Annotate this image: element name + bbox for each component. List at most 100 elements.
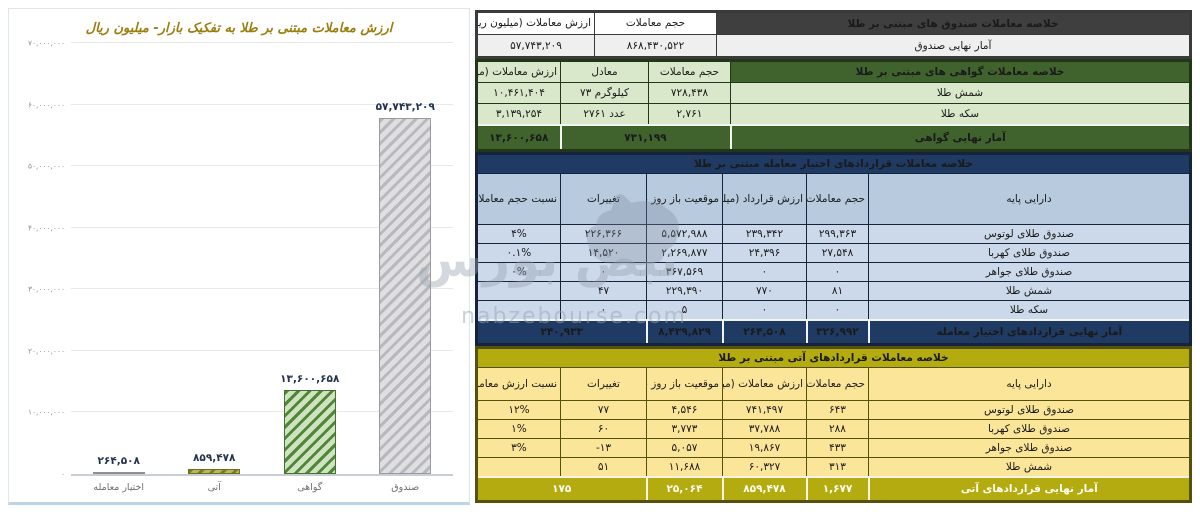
chart-plot: ۰ ۱۰,۰۰۰,۰۰۰ ۲۰,۰۰۰,۰۰۰ ۳۰,۰۰۰,۰۰۰ ۴۰,۰۰۰,۰۰… [28, 39, 453, 479]
cell-value: ۳۷,۷۸۸ [722, 419, 807, 439]
cell-ratio: ۱۲% [475, 400, 562, 420]
table-footer-row: آمار نهایی قراردادهای آتی ۱,۶۷۷ ۸۵۹,۴۷۸ … [475, 476, 1192, 503]
row-label: صندوق طلای کهربا [868, 419, 1191, 439]
table-row: صندوق طلای جواهر ۰ ۰ ۳۶۷,۵۶۹ ۰ ۰% [475, 262, 1191, 282]
row-label: صندوق طلای جواهر [868, 438, 1191, 458]
cell-value: ۰ [722, 300, 807, 321]
gridline [71, 42, 453, 43]
cell-value: ۱۰,۴۶۱,۴۰۴ [476, 82, 561, 104]
col-volume: حجم معاملات [648, 60, 731, 83]
x-axis-category-label: آتی [207, 482, 221, 493]
cell-change: ۰ [560, 300, 647, 321]
funds-table-title: خلاصه معاملات صندوق های مبتنی بر طلا [716, 11, 1191, 35]
cell-open: ۴,۵۴۶ [646, 400, 723, 420]
cell-change: ۵۱ [560, 457, 647, 478]
cell-value: ۱۹,۸۶۷ [722, 438, 807, 458]
cell-change: ۰ [560, 262, 647, 282]
gridline [71, 288, 453, 290]
options-table-title: خلاصه معاملات قراردادهای اختیار معامله م… [475, 153, 1192, 174]
cell-change: ۲۲۶,۳۶۶ [560, 224, 647, 244]
certificates-table-title: خلاصه معاملات گواهی های مبتنی بر طلا [730, 60, 1191, 83]
col-value: ارزش معاملات (میلیون ریال) [476, 60, 561, 83]
bar-slot: ۵۷,۷۴۳,۲۰۹ [358, 43, 454, 474]
y-axis-tick-label: ۴۰,۰۰۰,۰۰۰ [28, 223, 65, 233]
cell-equiv: ۷۳ کیلوگرم [560, 82, 649, 104]
table-row: شمش طلا ۸۱ ۷۷۰ ۲۲۹,۳۹۰ ۴۷ [475, 281, 1191, 301]
cell-open: ۵,۵۷۲,۹۸۸ [646, 224, 723, 244]
table-header-row: خلاصه معاملات گواهی های مبتنی بر طلا حجم… [476, 60, 1191, 83]
footer-volume-equiv: ۷۳۱,۱۹۹ [559, 124, 732, 152]
cell-open: ۳,۷۷۳ [646, 419, 723, 439]
x-axis-category-label: صندوق [391, 482, 420, 493]
footer-change: ۱۷۵ [475, 476, 648, 503]
y-axis-tick-label: ۶۰,۰۰۰,۰۰۰ [28, 100, 65, 110]
cell-volume: ۲۷,۵۴۸ [806, 243, 869, 263]
row-label: سکه طلا [868, 300, 1191, 321]
col-change: تغییرات [560, 173, 647, 225]
cell-change: ۴۷ [560, 281, 647, 301]
table-row: آمار نهایی صندوق ۸۶۸,۴۳۰,۵۲۲ ۵۷,۷۴۳,۲۰۹ [476, 34, 1191, 58]
cell-volume: ۲۹۹,۳۶۳ [806, 224, 869, 244]
row-label: آمار نهایی صندوق [716, 34, 1191, 58]
table-row: صندوق طلای جواهر ۴۳۳ ۱۹,۸۶۷ ۵,۰۵۷ -۱۳ ۳% [475, 438, 1191, 458]
footer-value: ۲۶۴,۵۰۸ [721, 319, 808, 346]
table-colhead-row: دارایی پایه حجم معاملات ارزش قرارداد (می… [475, 173, 1191, 225]
table-header-row: خلاصه معاملات صندوق های مبتنی بر طلا حجم… [476, 11, 1191, 35]
table-title-row: خلاصه معاملات قراردادهای آتی مبتنی بر طل… [475, 347, 1192, 368]
cell-ratio [475, 281, 562, 301]
cell-value: ۰ [722, 262, 807, 282]
row-label: سکه طلا [730, 103, 1191, 126]
y-axis-tick-label: ۷۰,۰۰۰,۰۰۰ [28, 38, 65, 48]
table-footer-row: آمار نهایی قراردادهای اختیار معامله ۳۲۶,… [475, 319, 1192, 346]
cell-change: ۱۴,۵۲۰ [560, 243, 647, 263]
col-volume: حجم معاملات [806, 367, 869, 401]
bar-value-label: ۲۶۴,۵۰۸ [97, 455, 140, 468]
row-label: صندوق طلای کهربا [868, 243, 1191, 263]
bar-value-label: ۸۵۹,۴۷۸ [193, 451, 236, 464]
footer-label: آمار نهایی قراردادهای آتی [867, 476, 1192, 503]
col-asset: دارایی پایه [868, 173, 1191, 225]
certificates-table: خلاصه معاملات گواهی های مبتنی بر طلا حجم… [475, 59, 1192, 152]
bar-slot: ۱۳,۶۰۰,۶۵۸ [262, 43, 358, 474]
col-open: موقعیت باز روز جاری [646, 173, 723, 225]
gridline [71, 103, 453, 105]
footer-open: ۸,۴۳۹,۸۲۹ [645, 319, 724, 346]
cell-open: ۲,۲۶۹,۸۷۷ [646, 243, 723, 263]
footer-value: ۱۳,۶۰۰,۶۵۸ [475, 124, 562, 152]
gridline [71, 349, 453, 351]
table-row: صندوق طلای لوتوس ۶۴۳ ۷۴۱,۴۹۷ ۴,۵۴۶ ۷۷ ۱۲… [475, 400, 1191, 420]
footer-label: آمار نهایی قراردادهای اختیار معامله [867, 319, 1192, 346]
cell-volume: ۰ [806, 262, 869, 282]
cell-value: ۲۴,۳۹۶ [722, 243, 807, 263]
row-label: صندوق طلای جواهر [868, 262, 1191, 282]
cell-ratio: ۰.۱% [475, 243, 562, 263]
bar-value-label: ۵۷,۷۴۳,۲۰۹ [375, 101, 435, 114]
futures-table: خلاصه معاملات قراردادهای آتی مبتنی بر طل… [474, 346, 1192, 503]
y-axis-tick-label: ۱۰,۰۰۰,۰۰۰ [28, 407, 65, 417]
cell-open: ۲۲۹,۳۹۰ [646, 281, 723, 301]
cell-equiv: ۲۷۶۱ عدد [560, 103, 649, 126]
chart-card: ارزش معاملات مبتنی بر طلا به تفکیک بازار… [8, 8, 470, 505]
bar-slot: ۸۵۹,۴۷۸ [167, 43, 263, 474]
gridline [71, 411, 453, 413]
bar-slot: ۲۶۴,۵۰۸ [71, 43, 167, 474]
bar-3 [188, 468, 241, 474]
footer-value: ۸۵۹,۴۷۸ [721, 476, 808, 503]
cell-change: ۶۰ [560, 419, 647, 439]
col-change: تغییرات [560, 367, 647, 401]
cell-change: -۱۳ [560, 438, 647, 458]
cell-ratio: ۴% [475, 224, 562, 244]
cell-ratio [475, 457, 562, 478]
bars-container: ۵۷,۷۴۳,۲۰۹ ۱۳,۶۰۰,۶۵۸ ۸۵۹,۴۷۸ ۲۶۴,۵۰۸ [71, 43, 453, 474]
cell-value: ۷۴۱,۴۹۷ [722, 400, 807, 420]
table-row: صندوق طلای کهربا ۲۸۸ ۳۷,۷۸۸ ۳,۷۷۳ ۶۰ ۱% [475, 419, 1191, 439]
cell-open: ۳۶۷,۵۶۹ [646, 262, 723, 282]
cell-volume: ۶۴۳ [806, 400, 869, 420]
footer-volume: ۱,۶۷۷ [805, 476, 870, 503]
col-asset: دارایی پایه [868, 367, 1191, 401]
table-row: شمش طلا ۳۱۳ ۶۰,۳۲۷ ۱۱,۶۸۸ ۵۱ [475, 457, 1191, 478]
col-volume: حجم معاملات [594, 11, 717, 35]
cell-value: ۶۰,۳۲۷ [722, 457, 807, 478]
cell-open: ۵ [646, 300, 723, 321]
y-axis-tick-label: ۰ [60, 469, 65, 479]
